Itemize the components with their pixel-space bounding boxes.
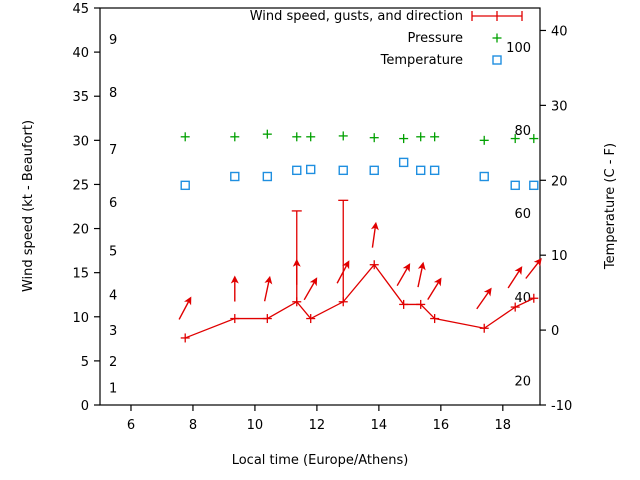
y-right-tick-label: 10 [551, 249, 568, 264]
temperature-point [180, 180, 190, 191]
temperature-point [398, 157, 409, 168]
y-left-tick-label: 0 [81, 399, 89, 414]
temperature-point [510, 180, 520, 191]
y-right-axis-label: Temperature (C - F) [603, 143, 618, 270]
fahrenheit-scale-label: 60 [514, 207, 531, 222]
y-left-tick-label: 30 [72, 134, 89, 149]
beaufort-scale-label: 4 [109, 289, 117, 304]
x-tick-label: 10 [247, 418, 264, 433]
temperature-point [529, 180, 539, 191]
wind-direction-arrow [263, 275, 273, 302]
y-left-axis-label: Wind speed (kt - Beaufort) [21, 120, 36, 292]
beaufort-scale-label: 2 [109, 355, 117, 370]
temperature-point [338, 165, 348, 176]
y-left-tick-label: 25 [72, 178, 89, 193]
wind-direction-arrow [230, 275, 239, 302]
y-right-tick-label: 40 [551, 24, 568, 39]
beaufort-scale-label: 8 [109, 86, 117, 101]
y-left-tick-label: 20 [72, 223, 89, 238]
y-left-tick-label: 35 [72, 90, 89, 105]
y-left-tick-label: 40 [72, 46, 89, 61]
x-axis-label: Local time (Europe/Athens) [232, 453, 409, 468]
beaufort-scale-label: 1 [109, 381, 117, 396]
x-tick-label: 6 [127, 418, 135, 433]
x-tick-label: 14 [371, 418, 388, 433]
y-left-tick-label: 5 [81, 355, 89, 370]
x-tick-label: 18 [495, 418, 512, 433]
y-right-tick-label: -10 [551, 399, 572, 414]
beaufort-scale-label: 5 [109, 245, 117, 260]
wind-direction-arrow [476, 287, 492, 310]
wind-direction-arrow [336, 260, 350, 284]
legend-label-temperature: Temperature [380, 53, 463, 68]
temperature-point [230, 171, 240, 182]
x-tick-label: 12 [309, 418, 326, 433]
wind-direction-arrow [427, 277, 442, 300]
beaufort-scale-label: 6 [109, 196, 117, 211]
plot-frame [99, 7, 541, 406]
y-right-tick-label: 20 [551, 174, 568, 189]
wind-direction-arrow [507, 266, 523, 289]
beaufort-scale-label: 7 [109, 143, 117, 158]
y-right-tick-label: 0 [551, 324, 559, 339]
beaufort-scale-label: 9 [109, 33, 117, 48]
wind-direction-arrow [370, 221, 379, 248]
wind-direction-arrow [396, 263, 411, 287]
temperature-point [262, 171, 273, 182]
legend-label-pressure: Pressure [407, 31, 463, 46]
wind-direction-arrow [525, 258, 542, 279]
x-tick-label: 16 [433, 418, 450, 433]
y-left-tick-label: 10 [72, 311, 89, 326]
temperature-point [479, 171, 489, 182]
legend-marker-temperature [492, 55, 502, 65]
temperature-point [369, 165, 379, 176]
fahrenheit-scale-label: 20 [514, 374, 531, 389]
temperature-point [292, 165, 302, 176]
temperature-point [306, 164, 316, 175]
fahrenheit-scale-label: 80 [514, 124, 531, 139]
wind-direction-arrow [292, 258, 301, 285]
temperature-point [416, 165, 426, 176]
y-left-tick-label: 15 [72, 267, 89, 282]
y-left-tick-label: 45 [72, 2, 89, 17]
wind-direction-arrow [178, 296, 192, 320]
wind-direction-arrow [417, 261, 426, 288]
fahrenheit-scale-label: 40 [514, 291, 531, 306]
fahrenheit-scale-label: 100 [506, 41, 531, 56]
wind-direction-arrow [303, 277, 318, 301]
temperature-point [429, 165, 440, 176]
x-tick-label: 8 [189, 418, 197, 433]
y-right-tick-label: 30 [551, 99, 568, 114]
legend-label-wind: Wind speed, gusts, and direction [250, 9, 463, 24]
beaufort-scale-label: 3 [109, 324, 117, 339]
